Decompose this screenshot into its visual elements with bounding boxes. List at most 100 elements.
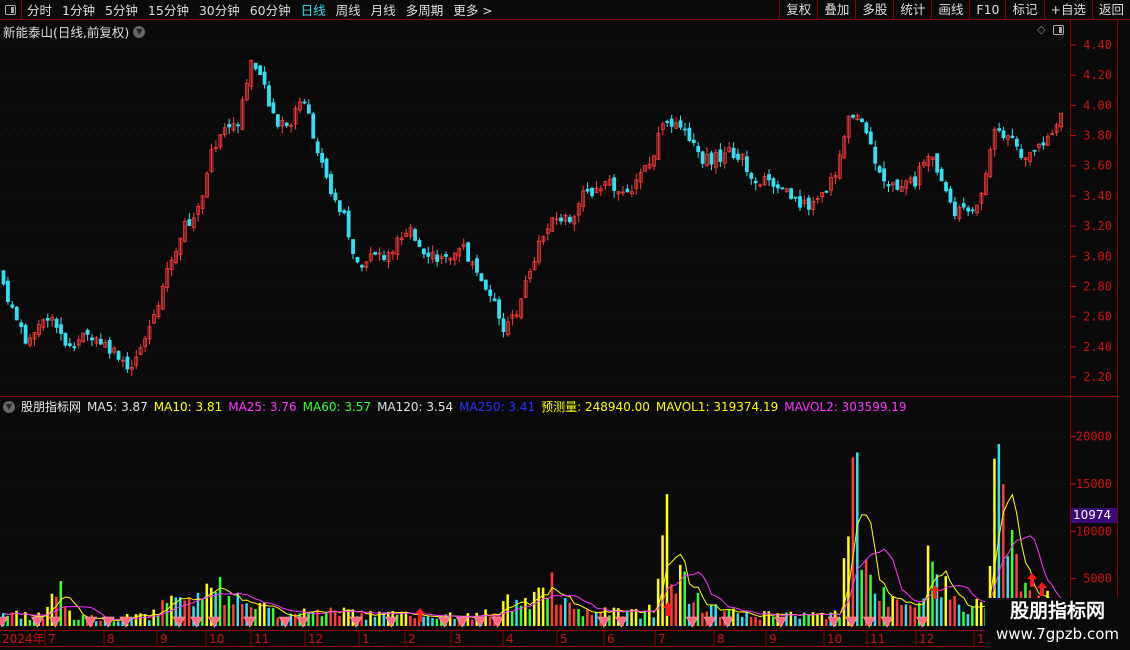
candle [213,147,218,149]
candle [669,118,674,127]
period-tab[interactable]: 15分钟 [147,3,189,18]
candle [72,346,77,349]
panel-divider[interactable] [0,396,1118,397]
candle [183,220,187,242]
candle [616,191,621,195]
panel-icon[interactable] [1053,24,1065,35]
volume-bar [931,561,934,626]
volume-bar [572,608,576,626]
volume-bar [966,614,970,626]
toolbar-button[interactable]: +自选 [1043,0,1092,20]
volume-bar [625,610,629,626]
volume-bar [19,618,23,626]
volume-bar [316,609,319,626]
diamond-signal-icon [30,616,44,628]
stock-title[interactable]: 新能泰山(日线,前复权) ▼ [3,22,146,41]
price-tick-label: 2.60 [1083,310,1112,324]
candle [452,252,457,261]
candle [568,216,572,223]
candle [329,174,333,195]
toolbar-button[interactable]: F10 [969,0,1005,20]
candle [289,124,294,127]
volume-bar [41,618,45,626]
volume-bar [333,610,337,626]
volume-bar [382,612,386,626]
volume-bar [736,613,740,626]
period-tab[interactable]: 5分钟 [104,3,138,18]
candle [98,338,103,345]
volume-bar [59,580,63,626]
period-tab[interactable]: 分时 [27,3,53,18]
volume-bar [378,611,381,626]
candle [218,134,223,148]
candle [687,127,692,141]
candle [952,201,957,217]
volume-bar [701,612,704,626]
period-tab[interactable]: 30分钟 [198,3,240,18]
period-tab[interactable]: 日线 [300,3,326,18]
period-tab[interactable]: 1分钟 [62,3,95,18]
volume-bar [347,609,350,626]
month-label: 12 [919,632,934,646]
candle [722,152,727,164]
volume-bar [754,617,757,626]
candle [550,217,555,232]
volume-bar [232,604,235,626]
volume-bar [218,576,222,626]
volume-bar [687,604,691,626]
candle [532,260,537,271]
toolbar-button[interactable]: 叠加 [817,0,855,20]
volume-bar [289,613,293,626]
layout-toggle-button[interactable] [0,0,22,20]
volume-bar [364,619,368,626]
volume-bar [745,612,748,626]
toolbar-button[interactable]: 返回 [1091,0,1130,20]
volume-tick-label: 15000 [1076,477,1112,491]
candle [957,206,962,219]
volume-bar [630,609,633,626]
candle [612,177,617,191]
toolbar-button[interactable]: 复权 [779,0,817,20]
period-tab[interactable]: 更多 > [453,3,493,18]
candle [236,124,240,127]
period-tab[interactable]: 周线 [335,3,361,18]
volume-bar [802,612,806,626]
period-tab[interactable]: 月线 [370,3,396,18]
diamond-signal-icon [119,616,133,628]
volume-bar [435,618,439,626]
chevron-down-icon[interactable]: ▼ [3,400,15,413]
chevron-down-icon[interactable]: ▼ [133,25,146,38]
toolbar-button[interactable]: 画线 [931,0,969,20]
candle [948,188,953,203]
volume-tick-label: 20000 [1076,430,1112,444]
volume-bar [971,607,974,626]
candle [882,168,886,182]
volume-bar [395,614,399,626]
volume-bar [869,574,872,626]
candle [771,178,776,187]
candle [899,186,904,192]
period-tab[interactable]: 多周期 [405,3,444,18]
toolbar-button[interactable]: 统计 [893,0,931,20]
diamond-icon[interactable]: ◇ [1037,23,1046,36]
volume-bar [404,611,408,626]
candle [337,200,342,213]
volume-bar [205,583,209,626]
volume-bar [117,621,120,626]
volume-bar [550,572,554,626]
volume-bar [307,612,310,626]
candle [240,99,245,130]
candle [537,240,541,263]
volume-bar [887,606,890,626]
price-tick-label: 2.20 [1083,370,1112,384]
candle [815,198,820,200]
candle [284,122,289,126]
candle [638,172,643,183]
volume-tick-label: 10000 [1076,524,1112,538]
period-tab[interactable]: 60分钟 [249,3,291,18]
volume-bar [165,603,169,626]
toolbar-button[interactable]: 标记 [1005,0,1043,20]
toolbar-button[interactable]: 多股 [855,0,893,20]
candle [736,153,740,160]
indicator-name[interactable]: 股朋指标网 [21,400,82,414]
